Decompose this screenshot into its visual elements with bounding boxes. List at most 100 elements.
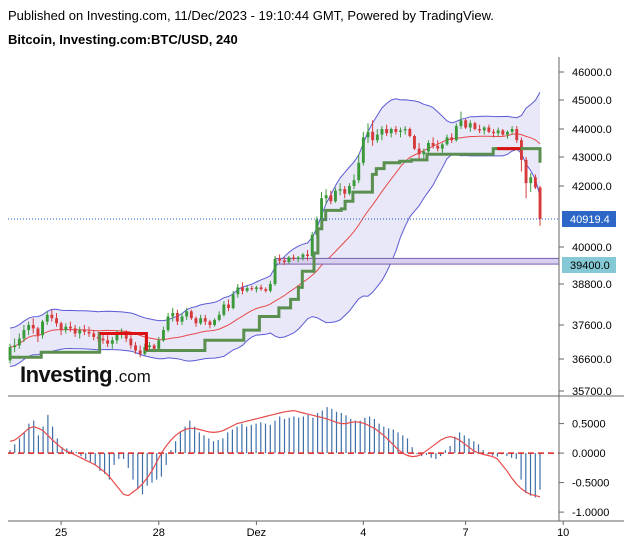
macd-tick-label: 0.0000	[572, 448, 606, 460]
candle	[348, 183, 351, 196]
candle	[403, 126, 407, 135]
candle	[292, 254, 296, 261]
candle	[255, 285, 258, 293]
candle-body	[338, 189, 342, 191]
candle	[268, 280, 272, 293]
candle	[278, 254, 282, 264]
candle-body	[394, 129, 398, 132]
candle	[473, 121, 477, 131]
candle	[389, 127, 393, 138]
candle	[306, 250, 309, 261]
level-badge: 39400.0	[562, 257, 616, 273]
candle-body	[301, 254, 305, 258]
candle-body	[492, 131, 495, 134]
candle	[194, 316, 198, 327]
candle	[217, 311, 221, 322]
candle	[440, 143, 444, 153]
candle-body	[162, 330, 165, 341]
candle-body	[282, 260, 286, 262]
zone-rect	[275, 257, 560, 265]
candle-body	[189, 311, 193, 319]
candle-body	[380, 129, 384, 135]
candle-body	[399, 130, 402, 132]
candle-body	[250, 288, 254, 290]
candle-body	[440, 144, 444, 149]
candle-body	[278, 259, 282, 261]
price-tick-label: 45000.0	[572, 95, 612, 107]
candle-body	[459, 120, 463, 127]
price-axis: 46000.0 45000.0 44000.0 43000.0 42000.0 40000…	[559, 67, 616, 398]
candle	[334, 187, 337, 203]
candle	[445, 134, 449, 146]
candle-body	[185, 311, 189, 317]
candle-body	[352, 180, 356, 186]
candle-body	[222, 304, 226, 315]
candle	[129, 335, 133, 349]
candle	[50, 309, 54, 322]
candle-body	[510, 129, 514, 132]
candle-body	[268, 284, 272, 291]
macd-indicator	[8, 407, 559, 498]
level-label: 39400.0	[570, 260, 610, 272]
candle	[454, 123, 458, 142]
candle	[399, 127, 402, 138]
candle-body	[524, 159, 528, 184]
candle	[361, 131, 365, 166]
candle	[510, 126, 514, 135]
candle	[343, 186, 347, 199]
candle	[59, 321, 63, 336]
candle	[17, 333, 21, 349]
candle-body	[413, 136, 416, 149]
last-price-badge-bg	[562, 211, 616, 227]
candle-body	[50, 314, 54, 319]
candle-body	[208, 321, 212, 325]
candle-body	[166, 316, 170, 331]
candle-body	[538, 187, 542, 219]
candle	[529, 172, 533, 193]
candle	[8, 343, 12, 364]
candle	[371, 120, 375, 146]
candle-body	[22, 330, 26, 339]
candle	[83, 325, 86, 336]
candle-body	[408, 129, 412, 136]
candle	[189, 309, 193, 320]
time-tick-label: 10	[557, 527, 569, 539]
candle	[496, 127, 500, 136]
candle	[413, 134, 416, 150]
candle	[492, 129, 495, 138]
candle	[87, 326, 91, 337]
candle-body	[273, 259, 277, 284]
candle	[213, 318, 216, 327]
level-badge-bg	[562, 257, 616, 273]
candle-body	[69, 326, 72, 329]
candle	[375, 129, 379, 143]
candle-body	[245, 288, 249, 291]
candle-body	[506, 131, 509, 135]
candle-body	[143, 347, 147, 354]
candle-body	[217, 314, 221, 320]
candle-body	[175, 313, 179, 322]
candle	[227, 299, 230, 312]
candle-body	[292, 257, 296, 259]
candle-body	[501, 130, 505, 135]
candle	[134, 342, 137, 354]
candle	[464, 118, 468, 129]
time-axis: 25 28 Dez 4 7 10	[55, 521, 569, 539]
candle	[241, 282, 244, 295]
price-tick-label: 37600.0	[572, 320, 612, 332]
candle-body	[450, 137, 454, 141]
candle-body	[431, 143, 435, 146]
candle-body	[115, 333, 119, 341]
candle	[110, 336, 114, 349]
candle	[459, 111, 463, 129]
candle-body	[496, 130, 500, 134]
candle-body	[41, 321, 44, 336]
candle	[320, 192, 323, 223]
candle	[203, 314, 207, 325]
candle	[69, 321, 72, 332]
candle	[357, 154, 361, 184]
candle	[106, 335, 110, 348]
candle	[329, 190, 333, 205]
candle	[185, 307, 189, 320]
